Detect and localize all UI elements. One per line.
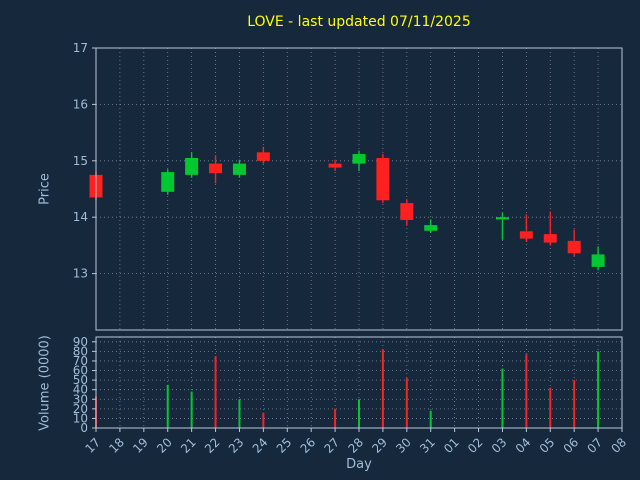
volume-tick-label: 10	[73, 411, 88, 425]
candle-body	[543, 234, 557, 243]
candle-body	[495, 217, 509, 220]
price-plot-border	[95, 47, 623, 331]
candle-body	[376, 157, 390, 201]
x-tick-label: 29	[369, 435, 390, 456]
candle-body	[352, 154, 366, 164]
volume-tick-label: 60	[73, 364, 88, 378]
x-tick-label: 18	[106, 435, 127, 456]
x-tick-label: 01	[441, 435, 462, 456]
candle-body	[185, 157, 199, 175]
price-tick-label: 15	[73, 154, 88, 168]
x-tick-label: 17	[82, 435, 103, 456]
price-tick-label: 14	[73, 210, 88, 224]
x-tick-label: 20	[154, 435, 175, 456]
candle-body	[232, 163, 246, 175]
x-tick-label: 03	[489, 435, 510, 456]
volume-tick-label: 70	[73, 354, 88, 368]
x-tick-label: 24	[250, 435, 271, 456]
volume-tick-label: 0	[80, 421, 88, 435]
candle-body	[424, 225, 438, 231]
price-tick-label: 13	[73, 267, 88, 281]
x-tick-label: 08	[608, 435, 629, 456]
volume-tick-label: 20	[73, 402, 88, 416]
x-tick-label: 07	[585, 435, 606, 456]
candle-body	[328, 163, 342, 168]
x-tick-label: 28	[345, 435, 366, 456]
x-tick-label: 05	[537, 435, 558, 456]
price-tick-label: 17	[73, 41, 88, 55]
candle-body	[161, 172, 175, 192]
x-tick-label: 26	[298, 435, 319, 456]
volume-tick-label: 50	[73, 373, 88, 387]
x-axis-label: Day	[346, 457, 372, 472]
chart-title: LOVE - last updated 07/11/2025	[247, 14, 471, 30]
x-tick-label: 31	[417, 435, 438, 456]
candle-body	[400, 203, 414, 221]
price-tick-label: 16	[73, 97, 88, 111]
x-tick-label: 04	[513, 435, 534, 456]
x-tick-label: 21	[178, 435, 199, 456]
candle-body	[209, 163, 223, 174]
candle-body	[256, 152, 270, 161]
candle-body	[567, 240, 581, 254]
candle-body	[591, 254, 605, 267]
price-axis-label: Price	[37, 173, 53, 205]
x-tick-label: 25	[274, 435, 295, 456]
x-tick-label: 02	[465, 435, 486, 456]
x-tick-label: 22	[202, 435, 223, 456]
x-tick-label: 06	[561, 435, 582, 456]
volume-axis-label: Volume (0000)	[37, 335, 53, 431]
x-tick-label: 30	[393, 435, 414, 456]
volume-tick-label: 30	[73, 392, 88, 406]
x-tick-label: 27	[322, 435, 343, 456]
volume-tick-label: 40	[73, 383, 88, 397]
x-tick-label: 19	[130, 435, 151, 456]
volume-tick-label: 80	[73, 344, 88, 358]
x-tick-label: 23	[226, 435, 247, 456]
candle-body	[519, 231, 533, 239]
volume-tick-label: 90	[73, 335, 88, 349]
